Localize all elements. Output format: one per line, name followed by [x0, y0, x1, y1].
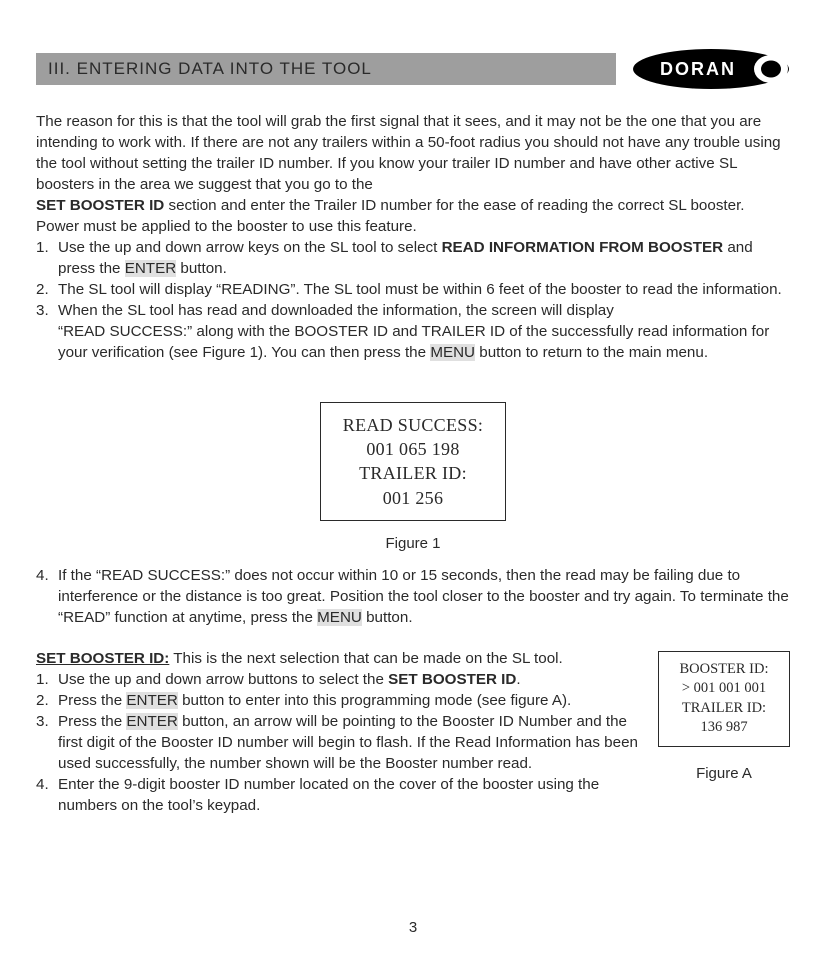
fig1-line: TRAILER ID:: [343, 461, 483, 485]
header-row: III. ENTERING DATA INTO THE TOOL DORAN: [36, 48, 790, 90]
item-number: 1.: [36, 238, 58, 280]
list-item: 4. If the “READ SUCCESS:” does not occur…: [36, 566, 790, 629]
t: Press the: [58, 692, 126, 709]
item-number: 4.: [36, 775, 58, 817]
t: button.: [176, 260, 227, 277]
enter-button-label: ENTER: [126, 713, 177, 730]
t: READ: [63, 609, 105, 626]
t: Use the up and down arrow keys on the SL…: [58, 239, 442, 256]
page-number: 3: [0, 919, 826, 936]
logo-text-icon: DORAN: [660, 59, 736, 79]
figure-1-caption: Figure 1: [385, 535, 440, 552]
fig1-line: 001 065 198: [343, 437, 483, 461]
t: Press the: [58, 713, 126, 730]
t: If the: [58, 567, 96, 584]
t: When the SL tool has read and downloaded…: [58, 302, 614, 319]
t-bold: SET BOOSTER ID: [388, 671, 516, 688]
enter-button-label: ENTER: [125, 260, 176, 277]
t: function at anytime, press the: [110, 609, 317, 626]
list-item: 4. Enter the 9-digit booster ID number l…: [36, 775, 640, 817]
figA-line: > 001 001 001: [665, 679, 783, 699]
item-number: 1.: [36, 670, 58, 691]
set-booster-heading-rest: This is the next selection that can be m…: [169, 650, 562, 667]
intro-paragraph: The reason for this is that the tool wil…: [36, 112, 790, 238]
t: The SL tool will display: [58, 281, 216, 298]
intro-bold: SET BOOSTER ID: [36, 197, 164, 214]
instruction-list-1: 1. Use the up and down arrow keys on the…: [36, 238, 790, 364]
t: READ SUCCESS:: [63, 323, 187, 340]
t: READ SUCCESS:: [101, 567, 225, 584]
intro-text-a: The reason for this is that the tool wil…: [36, 113, 781, 193]
t: Use the up and down arrow buttons to sel…: [58, 671, 388, 688]
set-booster-heading-bold: SET BOOSTER ID:: [36, 650, 169, 667]
t: button.: [362, 609, 413, 626]
t: button to enter into this programming mo…: [178, 692, 571, 709]
figA-line: 136 987: [665, 718, 783, 738]
item-number: 4.: [36, 566, 58, 629]
list-item: 1. Use the up and down arrow buttons to …: [36, 670, 640, 691]
instruction-list-1b: 4. If the “READ SUCCESS:” does not occur…: [36, 566, 790, 629]
item-number: 3.: [36, 712, 58, 775]
t-bold: READ INFORMATION FROM BOOSTER: [442, 239, 724, 256]
t: .: [516, 671, 520, 688]
menu-button-label: MENU: [317, 609, 362, 626]
figA-line: TRAILER ID:: [665, 699, 783, 719]
item-number: 3.: [36, 301, 58, 364]
t: READING: [221, 281, 290, 298]
fig1-line: 001 256: [343, 486, 483, 510]
list-item: 3. When the SL tool has read and downloa…: [36, 301, 790, 364]
figure-a-caption: Figure A: [658, 765, 790, 782]
list-item: 2. Press the ENTER button to enter into …: [36, 691, 640, 712]
list-item: 3. Press the ENTER button, an arrow will…: [36, 712, 640, 775]
item-number: 2.: [36, 280, 58, 301]
figure-a-box: BOOSTER ID: > 001 001 001 TRAILER ID: 13…: [658, 651, 790, 747]
figure-1-box: READ SUCCESS: 001 065 198 TRAILER ID: 00…: [320, 402, 506, 521]
enter-button-label: ENTER: [126, 692, 177, 709]
t: . The SL tool must be within 6 feet of t…: [295, 281, 781, 298]
list-item: 2. The SL tool will display “READING”. T…: [36, 280, 790, 301]
menu-button-label: MENU: [430, 344, 475, 361]
t: Enter the 9-digit booster ID number loca…: [58, 776, 599, 814]
set-booster-section: BOOSTER ID: > 001 001 001 TRAILER ID: 13…: [36, 649, 790, 817]
figure-a: BOOSTER ID: > 001 001 001 TRAILER ID: 13…: [658, 651, 790, 782]
figure-1: READ SUCCESS: 001 065 198 TRAILER ID: 00…: [36, 402, 790, 552]
section-title-bar: III. ENTERING DATA INTO THE TOOL: [36, 53, 616, 85]
item-number: 2.: [36, 691, 58, 712]
doran-logo: DORAN: [632, 48, 790, 90]
fig1-line: READ SUCCESS:: [343, 413, 483, 437]
list-item: 1. Use the up and down arrow keys on the…: [36, 238, 790, 280]
t: button to return to the main menu.: [475, 344, 708, 361]
figA-line: BOOSTER ID:: [665, 660, 783, 680]
